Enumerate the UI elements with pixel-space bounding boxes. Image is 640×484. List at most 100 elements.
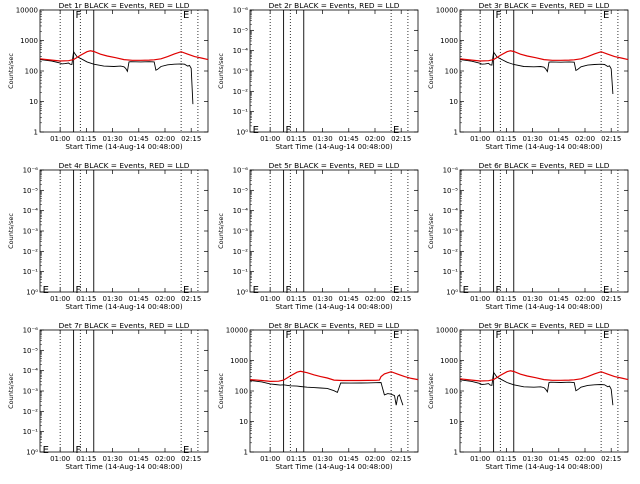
x-tick-label: 02:00 <box>575 295 595 303</box>
y-tick-label: 10⁻⁴ <box>233 207 249 215</box>
y-tick-label: 10⁻¹ <box>23 268 39 276</box>
x-tick-label: 01:15 <box>496 135 516 143</box>
x-tick-label: 01:45 <box>339 135 359 143</box>
plot-frame <box>39 329 209 453</box>
x-axis-label: Start Time (14-Aug-14 00:48:00) <box>275 462 392 471</box>
x-tick-label: 01:15 <box>286 455 306 463</box>
y-tick-label: 10 <box>29 98 38 106</box>
y-tick-label: 10⁻¹ <box>233 268 249 276</box>
x-axis-label: Start Time (14-Aug-14 00:48:00) <box>485 302 602 311</box>
x-tick-label: 01:45 <box>549 135 569 143</box>
detector-panel-1: Det 1r BLACK = Events, RED = LLD 1 10 100 10… <box>7 1 209 151</box>
segment-marker-f: F <box>75 445 81 456</box>
x-tick-label: 02:15 <box>181 295 201 303</box>
y-tick-label: 1000 <box>20 37 38 45</box>
y-tick-label: 10⁻⁶ <box>23 167 39 175</box>
detector-panel-6: Det 6r BLACK = Events, RED = LLD 10⁰ 10⁻¹ 1… <box>427 161 629 311</box>
x-axis-label: Start Time (14-Aug-14 00:48:00) <box>65 462 182 471</box>
y-tick-label: 10⁻² <box>443 248 459 256</box>
x-tick-label: 01:00 <box>260 295 280 303</box>
segment-marker-f: F <box>285 125 291 136</box>
segment-marker-e: E <box>393 330 399 341</box>
x-tick-label: 01:45 <box>549 295 569 303</box>
detector-panel-3: Det 3r BLACK = Events, RED = LLD 1 10 100 10… <box>427 1 629 151</box>
plot-frame <box>39 9 209 133</box>
x-tick-label: 02:15 <box>181 455 201 463</box>
x-axis-label: Start Time (14-Aug-14 00:48:00) <box>275 302 392 311</box>
y-tick-label: 10000 <box>436 327 458 335</box>
y-tick-label: 10⁻⁵ <box>233 187 249 195</box>
y-axis-label: Counts/sec <box>7 53 15 89</box>
y-axis-label: Counts/sec <box>427 213 435 249</box>
y-tick-label: 10⁻³ <box>233 228 249 236</box>
detector-panel-2: Det 2r BLACK = Events, RED = LLD 10⁰ 10⁻¹ 1… <box>217 1 419 151</box>
y-axis-label: Counts/sec <box>7 213 15 249</box>
x-tick-label: 02:15 <box>601 455 621 463</box>
y-tick-label: 10⁰ <box>446 289 458 297</box>
y-tick-label: 10⁰ <box>236 129 248 137</box>
panel-title: Det 9r BLACK = Events, RED = LLD <box>479 321 610 330</box>
x-tick-label: 01:45 <box>129 295 149 303</box>
panel-title: Det 7r BLACK = Events, RED = LLD <box>59 321 190 330</box>
x-tick-label: 01:00 <box>470 295 490 303</box>
y-tick-label: 10⁻³ <box>233 68 249 76</box>
y-tick-label: 10⁻⁵ <box>233 27 249 35</box>
plot-frame <box>249 9 419 133</box>
x-axis-label: Start Time (14-Aug-14 00:48:00) <box>65 142 182 151</box>
plot-frame <box>459 169 629 293</box>
y-tick-label: 1 <box>454 449 458 457</box>
y-tick-label: 10 <box>449 418 458 426</box>
events-series-line <box>249 380 404 406</box>
y-tick-label: 10⁻⁴ <box>443 207 459 215</box>
y-tick-label: 100 <box>235 388 248 396</box>
segment-marker-e: E <box>393 285 399 296</box>
y-tick-label: 100 <box>25 68 38 76</box>
y-axis-label: Counts/sec <box>217 213 225 249</box>
segment-marker-e: E <box>603 285 609 296</box>
x-tick-label: 02:15 <box>391 455 411 463</box>
x-tick-label: 02:00 <box>155 295 175 303</box>
y-tick-label: 10⁻⁶ <box>23 327 39 335</box>
x-tick-label: 02:15 <box>601 295 621 303</box>
x-axis-label: Start Time (14-Aug-14 00:48:00) <box>485 142 602 151</box>
segment-marker-f: F <box>75 285 81 296</box>
segment-marker-e: E <box>253 285 259 296</box>
x-tick-label: 02:00 <box>365 295 385 303</box>
y-tick-label: 10⁻⁶ <box>233 167 249 175</box>
x-tick-label: 01:30 <box>102 135 122 143</box>
y-tick-label: 10000 <box>16 7 38 15</box>
x-tick-label: 01:15 <box>76 455 96 463</box>
x-tick-label: 02:00 <box>575 455 595 463</box>
x-tick-label: 01:30 <box>312 455 332 463</box>
y-tick-label: 1 <box>34 129 38 137</box>
segment-marker-f: F <box>495 10 501 21</box>
x-tick-label: 01:15 <box>76 295 96 303</box>
y-tick-label: 10⁻² <box>23 408 39 416</box>
y-tick-label: 10⁻⁶ <box>233 7 249 15</box>
x-tick-label: 01:45 <box>129 135 149 143</box>
y-axis-label: Counts/sec <box>427 373 435 409</box>
events-series-line <box>39 50 194 105</box>
x-tick-label: 01:15 <box>286 135 306 143</box>
x-tick-label: 01:15 <box>76 135 96 143</box>
x-tick-label: 01:00 <box>260 455 280 463</box>
y-tick-label: 10⁻² <box>233 88 249 96</box>
x-tick-label: 01:30 <box>312 135 332 143</box>
segment-marker-f: F <box>75 10 81 21</box>
plot-frame <box>459 9 629 133</box>
y-tick-label: 10⁻¹ <box>23 428 39 436</box>
detector-panel-5: Det 5r BLACK = Events, RED = LLD 10⁰ 10⁻¹ 1… <box>217 161 419 311</box>
segment-marker-e: E <box>603 330 609 341</box>
y-axis-label: Counts/sec <box>217 373 225 409</box>
panel-title: Det 2r BLACK = Events, RED = LLD <box>269 1 400 10</box>
plot-frame <box>459 329 629 453</box>
x-tick-label: 02:00 <box>365 135 385 143</box>
x-tick-label: 02:00 <box>365 455 385 463</box>
lld-series-line <box>39 50 209 62</box>
x-tick-label: 02:00 <box>575 135 595 143</box>
y-tick-label: 1000 <box>440 357 458 365</box>
x-tick-label: 01:15 <box>496 295 516 303</box>
x-tick-label: 01:00 <box>470 135 490 143</box>
y-tick-label: 10⁻⁵ <box>443 187 459 195</box>
